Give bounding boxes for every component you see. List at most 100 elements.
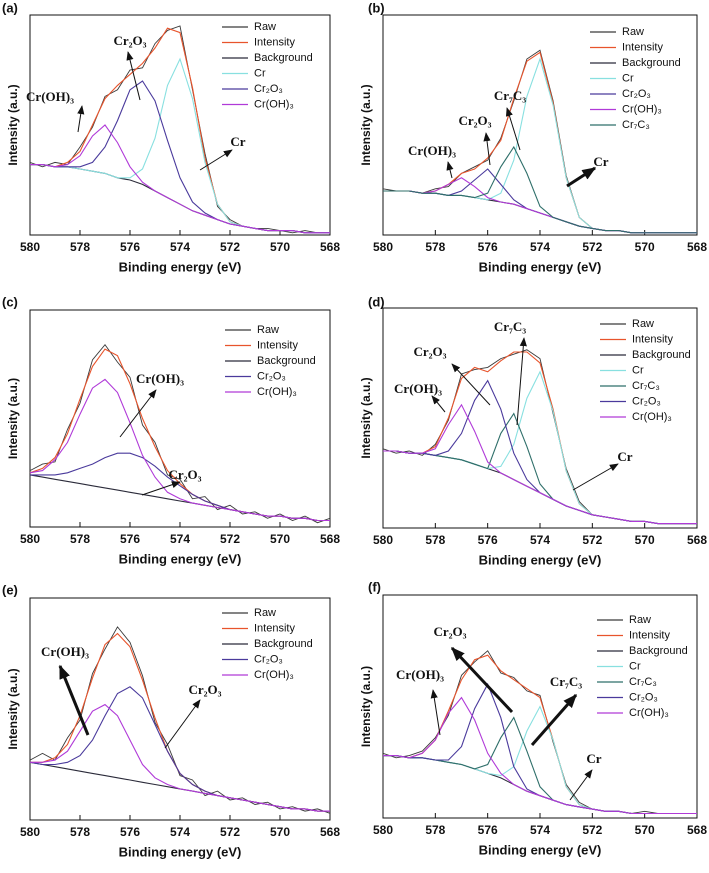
panel: (c) 580 578 576 574 572 570 568 Binding energy (… bbox=[2, 294, 340, 566]
annotation: Cr(OH)₃ bbox=[396, 667, 444, 682]
x-tick-label: 568 bbox=[687, 240, 707, 254]
series-line bbox=[383, 403, 697, 525]
panel-label: (c) bbox=[2, 294, 18, 309]
x-tick-label: 580 bbox=[373, 240, 393, 254]
annotation-arrow bbox=[164, 699, 201, 749]
x-tick-label: 568 bbox=[320, 825, 340, 839]
legend-label: Background bbox=[622, 57, 681, 69]
panel-label: (e) bbox=[2, 582, 18, 597]
annotation: Cr₂O₃ bbox=[433, 624, 466, 639]
x-axis-title: Binding energy (eV) bbox=[119, 844, 242, 859]
x-tick-label: 568 bbox=[320, 532, 340, 546]
x-tick-label: 568 bbox=[687, 823, 707, 837]
legend-label: Cr bbox=[629, 660, 641, 672]
legend-label: Cr₇C₃ bbox=[629, 676, 657, 688]
annotation: Cr₂O₃ bbox=[113, 33, 146, 48]
annotation-arrow bbox=[483, 132, 491, 166]
x-tick-label: 576 bbox=[120, 240, 140, 254]
x-tick-label: 578 bbox=[425, 533, 445, 547]
series-line bbox=[30, 452, 330, 522]
x-tick-label: 574 bbox=[530, 240, 550, 254]
y-axis-title: Intensity (a.u.) bbox=[359, 377, 373, 458]
annotation: Cr(OH)₃ bbox=[408, 143, 456, 158]
annotation-arrow bbox=[450, 646, 514, 714]
annotation-arrow bbox=[77, 105, 85, 133]
x-tick-label: 570 bbox=[635, 240, 655, 254]
x-tick-label: 572 bbox=[582, 823, 602, 837]
panel-label: (b) bbox=[368, 0, 385, 15]
panel: (e) 580 578 576 574 572 570 568 Binding energy (… bbox=[2, 582, 340, 859]
panel-label: (a) bbox=[2, 0, 18, 15]
annotation-arrow bbox=[126, 51, 141, 101]
x-tick-label: 572 bbox=[582, 533, 602, 547]
x-tick-label: 578 bbox=[70, 532, 90, 546]
series-line bbox=[383, 450, 697, 525]
annotation: Cr bbox=[617, 449, 632, 464]
legend-label: Cr(OH)₃ bbox=[622, 103, 662, 115]
panel: (a) 580 578 576 574 572 570 568 Binding energy (… bbox=[2, 0, 340, 274]
legend-label: Raw bbox=[254, 607, 276, 619]
series-line bbox=[383, 716, 697, 815]
panel-label: (d) bbox=[368, 294, 385, 309]
legend-label: Cr(OH)₃ bbox=[629, 707, 669, 719]
series-line bbox=[29, 343, 331, 524]
series-line bbox=[30, 124, 330, 234]
panel: (f) 580 578 576 574 572 570 568 Binding energy (… bbox=[359, 579, 707, 857]
y-axis-title: Intensity (a.u.) bbox=[6, 84, 20, 165]
legend-label: Cr₂O₃ bbox=[629, 691, 658, 703]
legend-label: Cr₂O₃ bbox=[254, 653, 283, 665]
legend-label: Cr bbox=[254, 67, 266, 79]
x-tick-label: 578 bbox=[70, 240, 90, 254]
x-tick-label: 576 bbox=[478, 823, 498, 837]
series-line bbox=[30, 632, 330, 812]
annotation-arrow bbox=[451, 363, 491, 406]
annotation-arrow bbox=[566, 166, 597, 188]
legend-label: Background bbox=[254, 638, 313, 650]
x-tick-label: 580 bbox=[373, 533, 393, 547]
panel: (d) 580 578 576 574 572 570 568 Binding energy (… bbox=[359, 294, 707, 567]
series-line bbox=[383, 145, 697, 234]
annotation-arrow bbox=[569, 769, 593, 801]
y-axis-title: Intensity (a.u.) bbox=[359, 666, 373, 747]
x-tick-label: 570 bbox=[270, 532, 290, 546]
annotation-arrow bbox=[516, 337, 527, 426]
legend-label: Cr bbox=[622, 72, 634, 84]
legend-label: Background bbox=[254, 52, 313, 64]
series-line bbox=[383, 696, 697, 815]
x-tick-label: 568 bbox=[320, 240, 340, 254]
series-line bbox=[30, 164, 330, 234]
annotation: Cr bbox=[230, 134, 245, 149]
x-tick-label: 580 bbox=[20, 240, 40, 254]
x-tick-label: 570 bbox=[635, 823, 655, 837]
annotation-arrow bbox=[505, 107, 521, 151]
x-tick-label: 580 bbox=[20, 532, 40, 546]
annotation: Cr(OH)₃ bbox=[41, 644, 89, 659]
x-tick-label: 572 bbox=[220, 532, 240, 546]
x-tick-label: 576 bbox=[120, 825, 140, 839]
legend-label: Raw bbox=[257, 324, 279, 336]
x-tick-label: 574 bbox=[170, 825, 190, 839]
annotation-arrow bbox=[446, 161, 454, 179]
legend-label: Cr₂O₃ bbox=[622, 88, 651, 100]
x-axis-title: Binding energy (eV) bbox=[119, 551, 242, 566]
x-tick-label: 578 bbox=[425, 240, 445, 254]
x-axis-title: Binding energy (eV) bbox=[479, 842, 602, 857]
x-tick-label: 578 bbox=[70, 825, 90, 839]
x-axis-title: Binding energy (eV) bbox=[479, 552, 602, 567]
annotation: Cr₂O₃ bbox=[168, 467, 201, 482]
x-tick-label: 576 bbox=[478, 240, 498, 254]
x-tick-label: 568 bbox=[687, 533, 707, 547]
y-axis-title: Intensity (a.u.) bbox=[6, 378, 20, 459]
annotation: Cr(OH)₃ bbox=[394, 381, 442, 396]
legend-label: Background bbox=[629, 645, 688, 657]
annotation: Cr₂O₃ bbox=[188, 682, 221, 697]
legend-label: Cr₂O₃ bbox=[632, 395, 661, 407]
legend-label: Cr bbox=[632, 364, 644, 376]
annotation: Cr₂O₃ bbox=[413, 344, 446, 359]
legend-label: Raw bbox=[632, 318, 654, 330]
series-line bbox=[30, 703, 330, 812]
annotation-arrow bbox=[58, 664, 90, 736]
legend-label: Raw bbox=[629, 614, 651, 626]
x-tick-label: 574 bbox=[170, 240, 190, 254]
